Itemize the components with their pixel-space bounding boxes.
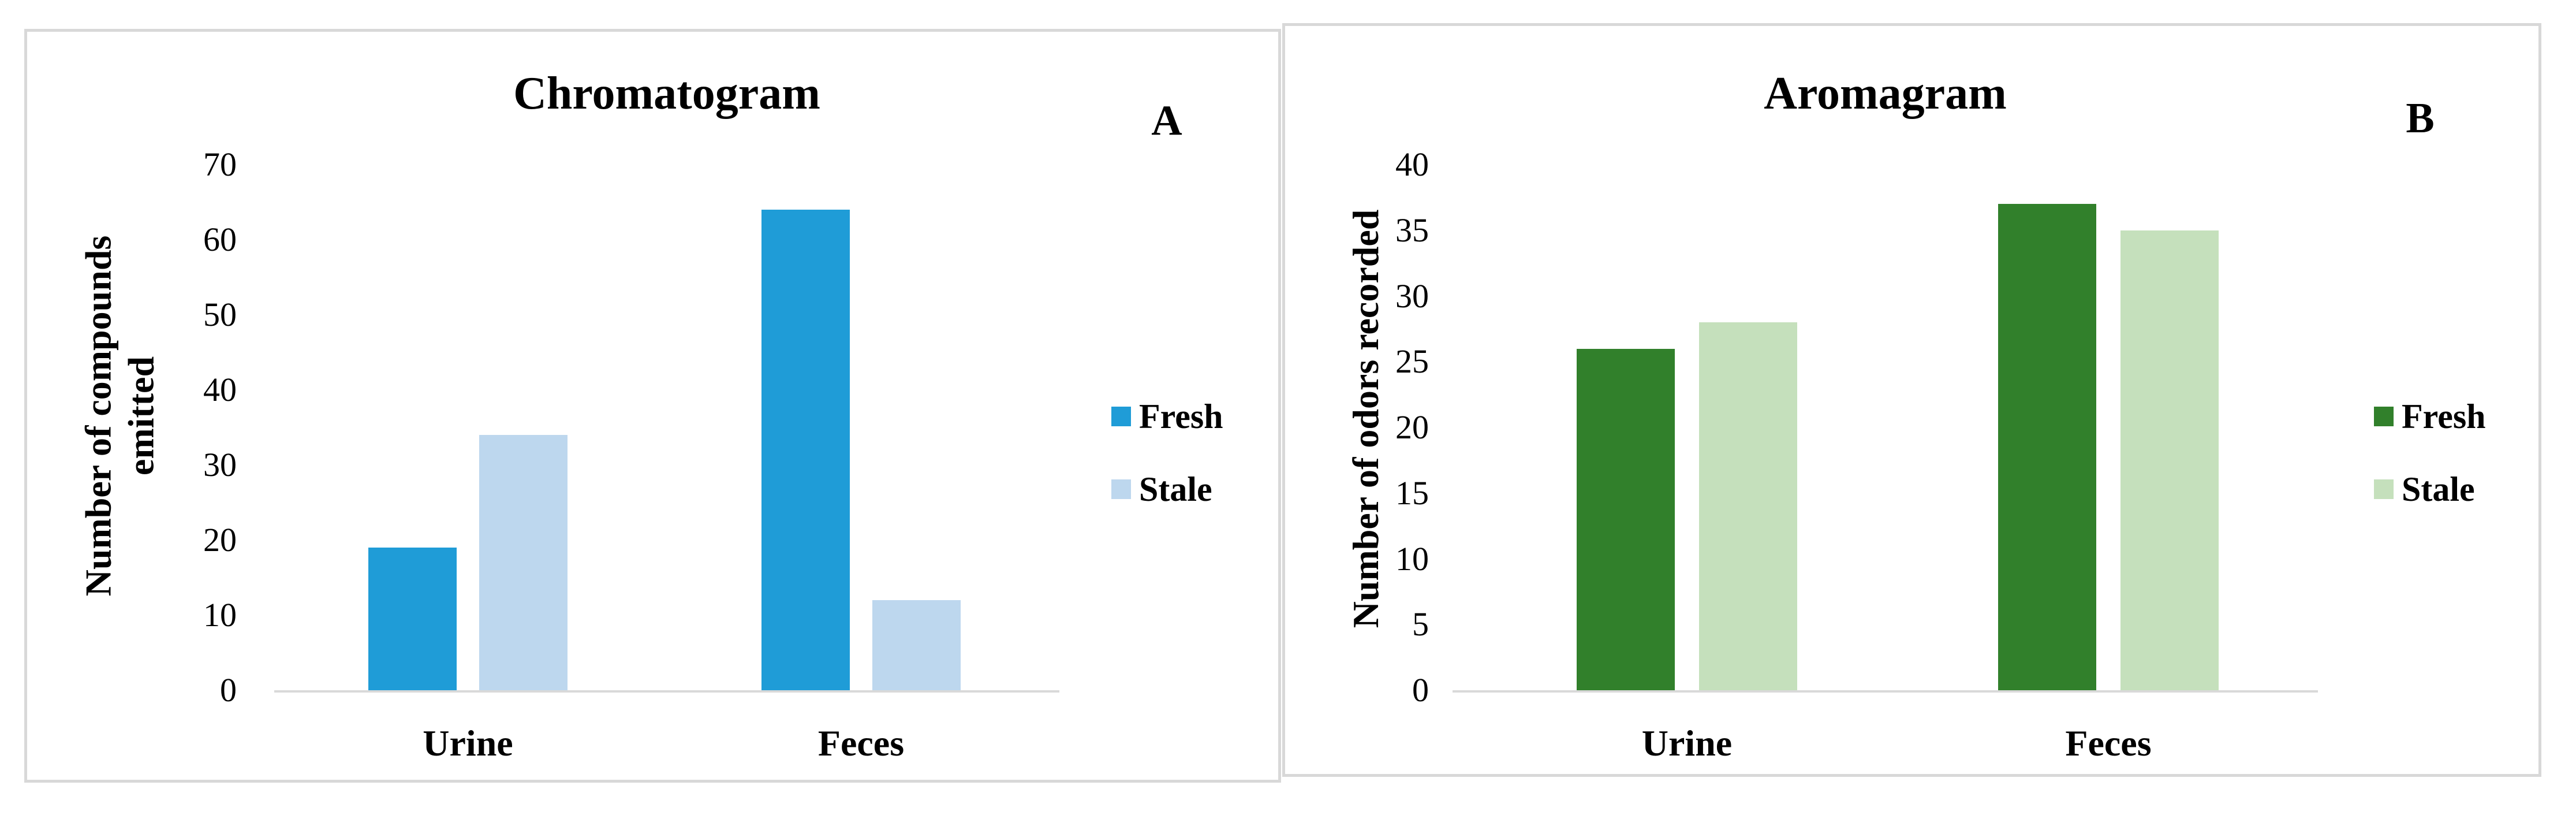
y-tick-label: 25 — [1395, 343, 1429, 381]
panel-letter: B — [2406, 95, 2435, 142]
y-tick-label: 0 — [220, 671, 237, 709]
bar-urine-fresh — [368, 548, 457, 690]
x-axis-line — [1453, 690, 2318, 693]
chart-panel-chromatogram: Chromatogram A Number of compounds emitt… — [24, 29, 1281, 783]
x-category-label: Feces — [817, 723, 905, 764]
bar-urine-stale — [1699, 322, 1797, 690]
legend-label-fresh: Fresh — [2402, 397, 2486, 436]
y-tick-label: 20 — [203, 521, 237, 559]
bar-feces-fresh — [1998, 204, 2096, 690]
y-tick-label: 50 — [203, 296, 237, 333]
y-tick-label: 15 — [1395, 474, 1429, 512]
chart-title: Aromagram — [1764, 68, 2007, 119]
bar-urine-stale — [479, 435, 568, 690]
y-tick-label: 40 — [203, 371, 237, 408]
legend-label-fresh: Fresh — [1139, 397, 1223, 436]
y-tick-label: 60 — [203, 221, 237, 258]
legend-swatch-fresh — [1111, 407, 1131, 426]
legend-swatch-stale — [2374, 479, 2394, 499]
y-tick-label: 40 — [1395, 146, 1429, 183]
legend-label-stale: Stale — [1139, 470, 1212, 508]
x-category-label: Urine — [423, 723, 513, 764]
y-tick-label: 20 — [1395, 408, 1429, 446]
y-tick-label: 0 — [1412, 671, 1429, 709]
chart-panel-aromagram: Aromagram B Number of odors recorded 40 3… — [1282, 23, 2541, 777]
y-tick-label: 35 — [1395, 211, 1429, 249]
panel-letter: A — [1151, 97, 1182, 144]
y-tick-label: 30 — [1395, 277, 1429, 315]
bar-feces-stale — [872, 600, 961, 690]
legend-swatch-fresh — [2374, 407, 2394, 426]
chart-title: Chromatogram — [513, 68, 820, 119]
bar-feces-fresh — [761, 210, 850, 690]
bar-feces-stale — [2120, 230, 2219, 690]
y-tick-label: 30 — [203, 446, 237, 483]
legend-label-stale: Stale — [2402, 470, 2475, 508]
y-tick-label: 10 — [1395, 539, 1429, 578]
legend-swatch-stale — [1111, 479, 1131, 499]
y-tick-label: 5 — [1412, 605, 1429, 643]
x-category-label: Feces — [2065, 723, 2152, 764]
x-category-label: Urine — [1641, 723, 1733, 764]
y-tick-label: 70 — [203, 146, 237, 183]
bar-urine-fresh — [1577, 348, 1675, 690]
y-tick-label: 10 — [203, 596, 237, 634]
x-axis-line — [274, 690, 1059, 693]
